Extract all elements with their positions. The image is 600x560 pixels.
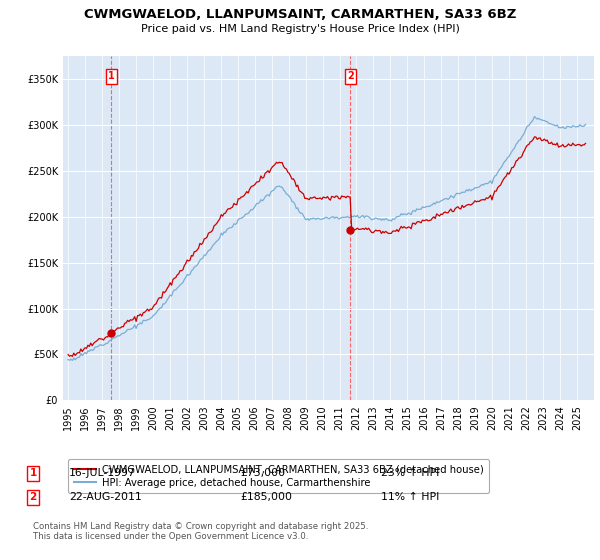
Text: 23% ↑ HPI: 23% ↑ HPI bbox=[381, 468, 439, 478]
Text: Contains HM Land Registry data © Crown copyright and database right 2025.
This d: Contains HM Land Registry data © Crown c… bbox=[33, 522, 368, 542]
Text: 2: 2 bbox=[347, 72, 354, 82]
Legend: CWMGWAELOD, LLANPUMSAINT, CARMARTHEN, SA33 6BZ (detached house), HPI: Average pr: CWMGWAELOD, LLANPUMSAINT, CARMARTHEN, SA… bbox=[68, 459, 489, 493]
Text: 1: 1 bbox=[108, 72, 115, 82]
Text: 22-AUG-2011: 22-AUG-2011 bbox=[69, 492, 142, 502]
Text: £73,000: £73,000 bbox=[240, 468, 285, 478]
Text: 11% ↑ HPI: 11% ↑ HPI bbox=[381, 492, 439, 502]
Text: 2: 2 bbox=[29, 492, 37, 502]
Text: CWMGWAELOD, LLANPUMSAINT, CARMARTHEN, SA33 6BZ: CWMGWAELOD, LLANPUMSAINT, CARMARTHEN, SA… bbox=[84, 8, 516, 21]
Text: £185,000: £185,000 bbox=[240, 492, 292, 502]
Text: 16-JUL-1997: 16-JUL-1997 bbox=[69, 468, 136, 478]
Text: 1: 1 bbox=[29, 468, 37, 478]
Text: Price paid vs. HM Land Registry's House Price Index (HPI): Price paid vs. HM Land Registry's House … bbox=[140, 24, 460, 34]
